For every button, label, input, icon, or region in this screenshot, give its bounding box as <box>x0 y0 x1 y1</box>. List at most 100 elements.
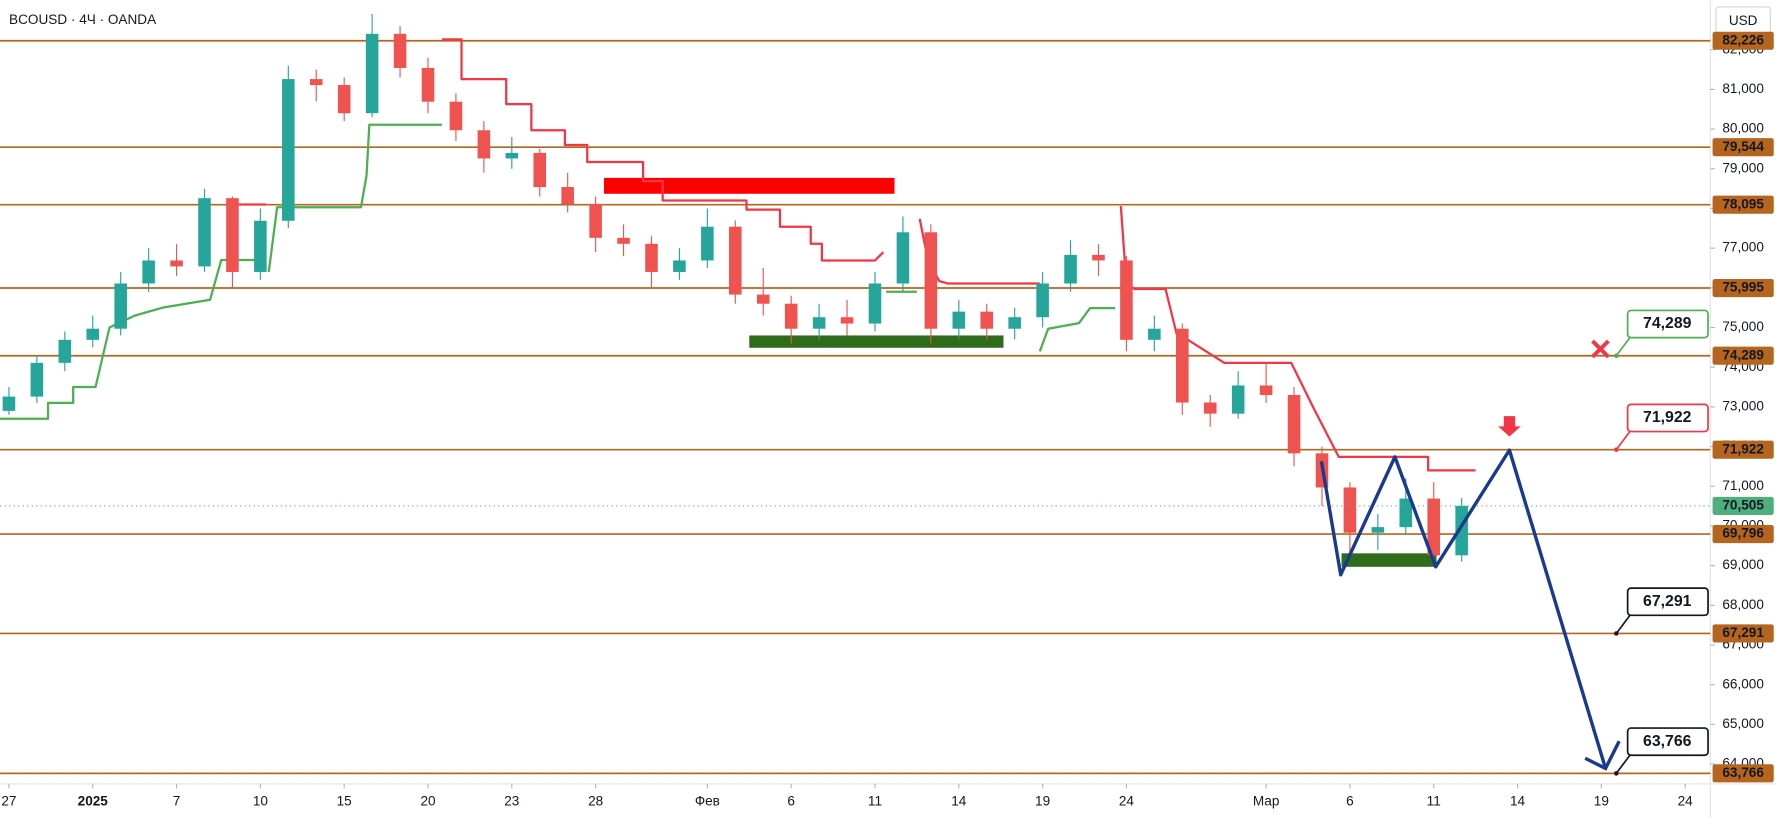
y-tick-label: 77,000 <box>1722 240 1764 255</box>
callout-dot <box>1614 771 1619 776</box>
level-price-label: 79,544 <box>1722 139 1764 154</box>
candle-body <box>1120 260 1133 340</box>
level-price-label: 75,995 <box>1722 280 1764 295</box>
candle-body <box>729 226 742 295</box>
candle-body <box>617 237 630 244</box>
x-tick-label: 14 <box>1510 794 1526 809</box>
candle-body <box>896 232 910 284</box>
support-line <box>267 123 442 273</box>
x-tick-label: 11 <box>868 794 882 809</box>
candle-body <box>254 220 267 272</box>
candle-body <box>86 328 100 340</box>
candle-body <box>393 33 407 68</box>
candle-body <box>701 226 714 261</box>
candle-body <box>840 317 854 324</box>
callout-label: 63,766 <box>1643 733 1692 750</box>
level-price-label: 69,796 <box>1722 526 1764 541</box>
callout-dot <box>1614 631 1619 636</box>
resistance-line <box>441 38 885 262</box>
zone <box>603 177 895 194</box>
candle-body <box>30 362 44 397</box>
zone <box>1341 553 1437 567</box>
level-price-label: 78,095 <box>1722 196 1764 211</box>
pattern-line <box>1319 448 1608 769</box>
zone <box>749 335 1004 348</box>
candle-body <box>2 396 16 411</box>
x-tick-label: 23 <box>504 794 519 809</box>
y-tick-label: 68,000 <box>1722 597 1764 612</box>
candle-body <box>924 232 938 329</box>
candle-body <box>1427 498 1441 556</box>
candle-body <box>1176 328 1189 403</box>
y-tick-label: 81,000 <box>1722 81 1764 96</box>
candle-body <box>309 79 323 86</box>
candle-body <box>449 101 463 131</box>
callout-pointer <box>1615 431 1631 451</box>
candle-body <box>868 283 882 324</box>
candle-body <box>1231 385 1245 414</box>
x-tick-label: 19 <box>1594 794 1609 809</box>
y-tick-label: 80,000 <box>1722 121 1764 136</box>
callout-box <box>1626 587 1709 617</box>
x-tick-label: Мар <box>1253 794 1280 809</box>
x-tick-label: 24 <box>1678 794 1694 809</box>
x-tick-label: 24 <box>1119 794 1135 809</box>
y-tick-label: 65,000 <box>1722 716 1764 731</box>
level-price-box <box>1712 31 1774 50</box>
candle-body <box>421 67 435 102</box>
callout-pointer <box>1615 614 1631 634</box>
candle-body <box>1399 498 1413 528</box>
resistance-line <box>1119 206 1476 472</box>
candle-body <box>645 243 658 272</box>
candle-body <box>505 152 519 159</box>
candle-body <box>282 79 295 221</box>
invalidated-mark <box>1591 339 1610 359</box>
x-tick-label: 11 <box>1427 794 1441 809</box>
x-tick-label: 27 <box>1 794 16 809</box>
level-price-box <box>1712 346 1774 365</box>
candle-body <box>1371 527 1385 533</box>
candle-body <box>952 311 966 329</box>
callout-box <box>1626 727 1709 757</box>
x-tick-label: 10 <box>253 794 269 809</box>
callout-label: 74,289 <box>1643 315 1692 332</box>
level-price-box <box>1712 524 1774 544</box>
y-tick-label: 66,000 <box>1722 676 1764 691</box>
level-price-label: 67,291 <box>1722 625 1764 640</box>
x-tick-label: 6 <box>1346 794 1354 809</box>
candle-body <box>1259 385 1273 395</box>
candle-body <box>1092 254 1105 261</box>
callout-label: 71,922 <box>1643 409 1692 426</box>
y-tick-label: 79,000 <box>1722 160 1764 175</box>
candle-body <box>589 204 602 238</box>
candle-body <box>812 317 826 329</box>
x-tick-label: 20 <box>420 794 436 809</box>
candle-body <box>1203 402 1217 414</box>
callout-pointer <box>1615 337 1631 357</box>
x-tick-label: 7 <box>173 794 181 809</box>
candle-body <box>1148 328 1161 340</box>
candle-body <box>114 283 127 329</box>
level-price-label: 71,922 <box>1722 441 1764 456</box>
callout-dot <box>1614 353 1619 359</box>
candle-body <box>58 339 72 363</box>
candle-body <box>1008 317 1021 329</box>
candle-body <box>477 130 491 159</box>
candle-body <box>226 198 239 272</box>
callout-box <box>1626 403 1709 433</box>
pattern-arrowhead <box>1584 740 1621 771</box>
support-line <box>1038 306 1116 352</box>
callout-label: 67,291 <box>1643 593 1692 610</box>
currency-label: USD <box>1729 13 1758 28</box>
x-tick-label: 2025 <box>78 794 109 809</box>
level-price-box <box>1712 138 1774 157</box>
level-price-label: 63,766 <box>1722 765 1764 780</box>
candle-body <box>1036 283 1049 318</box>
candle-body <box>756 294 770 304</box>
y-tick-label: 75,000 <box>1722 319 1764 334</box>
callout-box <box>1626 309 1709 339</box>
symbol-title: BCOUSD · 4Ч · OANDA <box>9 12 157 27</box>
candle-body <box>337 85 351 114</box>
